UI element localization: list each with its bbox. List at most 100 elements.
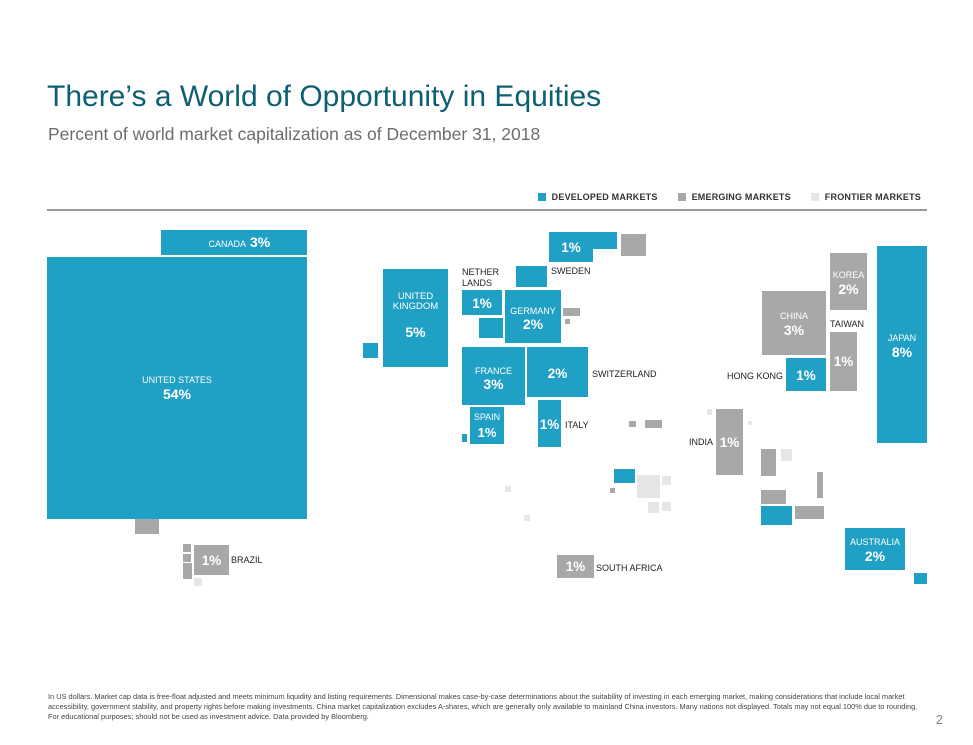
country-box-south-africa xyxy=(557,555,594,578)
market-square-emerging-9 xyxy=(645,420,662,428)
market-square-developed-18 xyxy=(614,469,635,483)
country-box-japan xyxy=(877,246,927,443)
market-square-frontier-12 xyxy=(781,449,792,461)
market-square-emerging-16 xyxy=(795,506,824,519)
market-square-frontier-10 xyxy=(707,409,712,415)
market-square-developed-6 xyxy=(363,343,378,358)
country-box-korea xyxy=(830,253,867,310)
country-name-united-states: UNITED STATES xyxy=(142,375,212,385)
legend: DEVELOPED MARKETS EMERGING MARKETS FRONT… xyxy=(537,192,921,202)
market-square-developed-31 xyxy=(914,573,927,584)
country-name-united-kingdom-0: UNITED xyxy=(398,291,434,302)
country-value-korea: 2% xyxy=(838,281,859,297)
country-value-canada: 3% xyxy=(250,234,271,250)
legend-swatch-developed xyxy=(537,193,546,201)
legend-divider xyxy=(47,209,927,211)
country-name-netherlands-1: LANDS xyxy=(462,278,492,288)
market-square-emerging-11 xyxy=(761,449,776,476)
market-square-emerging-28 xyxy=(183,554,191,562)
country-box-india xyxy=(716,409,743,475)
country-name-australia: AUSTRALIA xyxy=(850,537,900,547)
legend-swatch-frontier xyxy=(810,193,819,201)
country-name-china: CHINA xyxy=(780,311,808,321)
country-value-netherlands: 1% xyxy=(472,296,492,311)
country-name-taiwan: TAIWAN xyxy=(830,319,864,329)
legend-label-emerging: EMERGING MARKETS xyxy=(691,192,791,202)
country-name-germany: GERMANY xyxy=(510,306,556,316)
country-value-germany: 2% xyxy=(523,316,544,332)
country-box-united-states xyxy=(47,257,307,519)
country-box-united-kingdom xyxy=(383,269,448,367)
country-value-switzerland: 2% xyxy=(548,366,568,381)
chart-subtitle: Percent of world market capitalization a… xyxy=(48,124,541,144)
legend-swatch-emerging xyxy=(677,193,686,201)
market-square-emerging-14 xyxy=(761,490,786,504)
footnote: In US dollars. Market cap data is free-f… xyxy=(48,692,918,721)
market-square-emerging-4 xyxy=(565,319,570,324)
market-square-developed-7 xyxy=(462,434,467,442)
country-name-south-africa: SOUTH AFRICA xyxy=(596,563,663,573)
country-box-hong-kong xyxy=(786,358,826,391)
country-box-china xyxy=(762,291,826,355)
market-square-emerging-27 xyxy=(183,544,191,552)
country-value-india: 1% xyxy=(720,435,740,450)
country-name-sweden: SWEDEN xyxy=(551,266,591,276)
country-box-netherlands xyxy=(462,290,502,315)
country-name-japan: JAPAN xyxy=(888,333,916,343)
market-square-frontier-20 xyxy=(662,476,671,485)
country-value-united-states: 54% xyxy=(163,386,192,402)
market-square-emerging-8 xyxy=(629,421,636,427)
country-name-spain: SPAIN xyxy=(474,412,500,422)
country-name-hong-kong: HONG KONG xyxy=(727,371,783,381)
country-value-south-africa: 1% xyxy=(566,559,586,574)
legend-item-emerging: EMERGING MARKETS xyxy=(677,192,791,202)
country-name-switzerland: SWITZERLAND xyxy=(592,369,657,379)
market-square-emerging-29 xyxy=(183,563,192,579)
country-box-canada xyxy=(161,230,307,255)
country-box-brazil xyxy=(194,545,229,575)
page-number: 2 xyxy=(935,712,943,727)
legend-label-developed: DEVELOPED MARKETS xyxy=(551,192,658,202)
market-square-emerging-13 xyxy=(817,472,823,498)
legend-item-developed: DEVELOPED MARKETS xyxy=(537,192,658,202)
country-name-korea: KOREA xyxy=(833,270,865,280)
country-name-canada: CANADA xyxy=(208,239,246,249)
market-square-emerging-1 xyxy=(621,234,646,256)
market-square-frontier-19 xyxy=(637,475,660,498)
country-box-sweden xyxy=(549,232,593,262)
market-square-frontier-17 xyxy=(748,421,752,425)
market-square-emerging-3 xyxy=(563,308,580,316)
market-square-developed-15 xyxy=(761,506,792,525)
market-square-frontier-30 xyxy=(194,578,202,586)
country-value-france: 3% xyxy=(483,376,504,392)
country-box-italy xyxy=(538,400,561,447)
country-box-australia xyxy=(845,528,905,570)
country-value-hong-kong: 1% xyxy=(796,368,816,383)
chart-title: There’s a World of Opportunity in Equiti… xyxy=(47,80,602,113)
country-name-brazil: BRAZIL xyxy=(231,555,263,565)
country-value-australia: 2% xyxy=(865,548,886,564)
country-box-germany xyxy=(505,290,561,343)
market-square-frontier-22 xyxy=(648,502,659,513)
legend-label-frontier: FRONTIER MARKETS xyxy=(824,192,921,202)
country-name-italy: ITALY xyxy=(565,420,589,430)
market-square-emerging-23 xyxy=(610,488,615,493)
country-value-united-kingdom: 5% xyxy=(405,324,426,340)
country-value-spain: 1% xyxy=(478,425,497,440)
country-name-france: FRANCE xyxy=(475,366,512,376)
country-box-france xyxy=(462,347,525,405)
country-box-taiwan xyxy=(830,332,857,391)
market-square-developed-2 xyxy=(516,266,547,287)
country-box-spain xyxy=(470,407,504,444)
legend-item-frontier: FRONTIER MARKETS xyxy=(810,192,921,202)
country-name-india: INDIA xyxy=(689,437,713,447)
country-value-italy: 1% xyxy=(540,417,560,432)
market-square-developed-0 xyxy=(593,232,617,249)
market-square-developed-5 xyxy=(479,318,503,338)
market-square-frontier-24 xyxy=(505,486,511,492)
country-value-taiwan: 1% xyxy=(834,354,854,369)
market-square-emerging-26 xyxy=(135,519,159,534)
country-value-sweden: 1% xyxy=(561,240,581,255)
market-square-frontier-21 xyxy=(662,502,671,511)
